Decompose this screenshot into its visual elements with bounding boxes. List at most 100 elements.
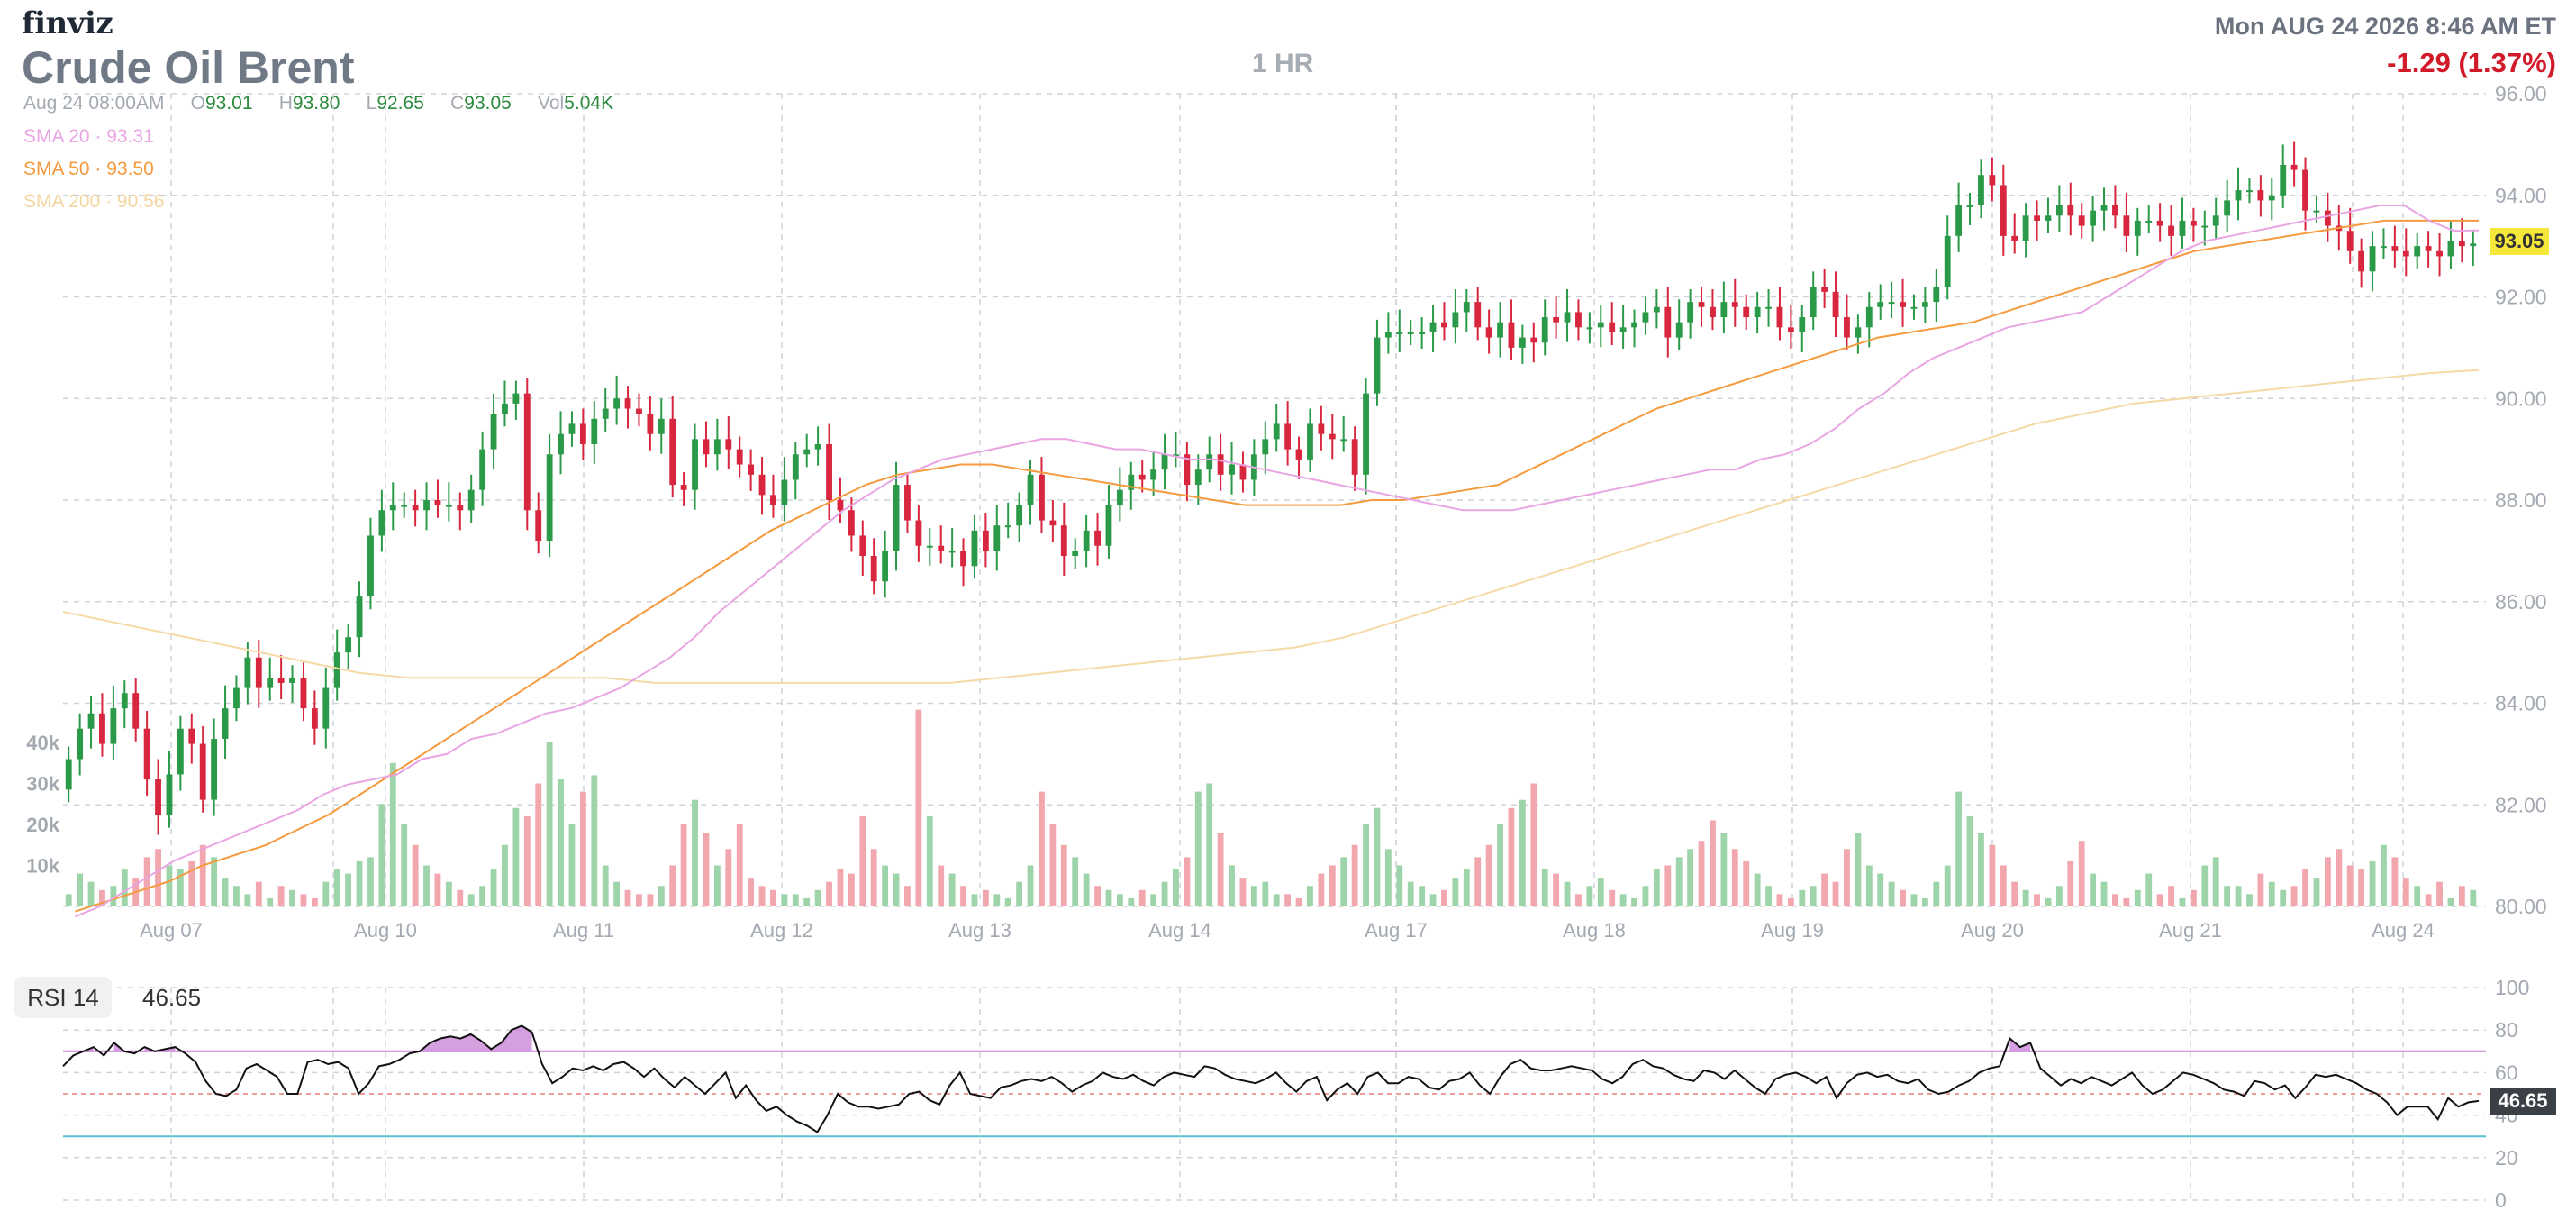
candle-body (2022, 215, 2029, 241)
volume-bar (244, 894, 251, 906)
candle-body (1743, 306, 1750, 318)
candle-body (680, 485, 687, 490)
candle-body (2134, 220, 2141, 236)
candle-body (2090, 210, 2097, 226)
volume-bar (613, 881, 621, 906)
volume-bar (748, 878, 755, 906)
candle-body (960, 551, 966, 567)
candle-body (188, 728, 195, 744)
volume-bar (457, 889, 464, 906)
volume-bar (2235, 886, 2242, 906)
volume-bar (893, 873, 900, 906)
volume-bar (1004, 897, 1011, 906)
volume-bar (725, 849, 732, 906)
candle-body (2369, 246, 2376, 272)
volume-bar (1452, 878, 1459, 906)
volume-bar (624, 889, 631, 906)
candle-body (692, 439, 698, 490)
candle-body (1553, 317, 1560, 323)
candle-body (143, 728, 150, 780)
candle-body (1966, 205, 1973, 208)
candle-body (636, 408, 642, 414)
price-change: -1.29 (1.37%) (2387, 47, 2556, 78)
candle-body (166, 774, 173, 815)
candle-body (1284, 423, 1292, 450)
volume-bar (1597, 878, 1604, 906)
sma20-legend[interactable]: SMA 20 · 93.31 (23, 126, 154, 148)
volume-bar (2168, 886, 2174, 906)
candle-body (2436, 250, 2443, 257)
sma50-legend[interactable]: SMA 50 · 93.50 (23, 159, 154, 180)
volume-bar (2391, 857, 2399, 906)
candle-body (1105, 505, 1112, 546)
volume-bar (2436, 881, 2443, 906)
candle-body (1396, 332, 1403, 334)
candle-body (378, 510, 385, 536)
candle-body (971, 530, 978, 567)
time-tick-label: Aug 12 (750, 919, 813, 942)
time-tick-label: Aug 17 (1365, 919, 1428, 942)
volume-bar (837, 869, 844, 906)
volume-bar (322, 881, 330, 906)
candle-body (1419, 332, 1426, 334)
volume-bar (1419, 886, 1426, 906)
volume-bar (445, 881, 452, 906)
candle-body (512, 393, 520, 404)
candle-body (1609, 322, 1616, 332)
candle-body (1173, 454, 1179, 457)
candle-body (222, 708, 229, 739)
candle-body (2313, 210, 2320, 213)
candle-body (1675, 322, 1683, 338)
candle-body (1474, 302, 1482, 328)
candle-body (1374, 337, 1381, 394)
candle-body (1229, 464, 1235, 475)
candle-body (1900, 302, 1906, 307)
candle-body (647, 414, 654, 434)
volume-bar (199, 844, 206, 906)
candle-body (1664, 306, 1672, 338)
candle-body (1687, 302, 1694, 323)
candle-body (132, 693, 140, 729)
price-tick-label: 86.00 (2495, 590, 2547, 614)
candle-body (423, 500, 430, 511)
candle-body (938, 545, 945, 551)
volume-bar (1754, 873, 1761, 906)
candle-body (904, 485, 911, 521)
volume-bar (814, 889, 821, 906)
volume-bar (1318, 873, 1325, 906)
candle-body (211, 738, 218, 800)
volume-bar (1351, 844, 1358, 906)
candle-body (1027, 474, 1034, 505)
timeframe-label[interactable]: 1 HR (1252, 49, 1314, 78)
candle-body (1340, 439, 1347, 442)
volume-bar (1429, 894, 1437, 906)
volume-bar (1698, 841, 1705, 906)
candle-body (121, 693, 128, 709)
finviz-logo[interactable]: finviz (22, 5, 113, 41)
candle-body (658, 418, 665, 434)
volume-bar (2381, 844, 2387, 906)
candle-body (1787, 327, 1794, 332)
sma200-value: 90.56 (116, 191, 165, 212)
candle-body (1206, 454, 1213, 470)
volume-bar (2034, 894, 2040, 906)
candle-body (311, 708, 318, 729)
volume-bar (1396, 865, 1403, 906)
candle-body (770, 495, 776, 505)
volume-bar (579, 791, 586, 906)
candle-body (1363, 393, 1369, 475)
volume-bar (143, 857, 150, 906)
candle-body (1441, 322, 1447, 328)
volume-bar (1978, 833, 1984, 906)
price-tick-label: 80.00 (2495, 895, 2547, 918)
volume-bar (423, 865, 430, 906)
volume-bar (826, 881, 832, 906)
candle-body (1989, 175, 1996, 186)
candle-body (558, 433, 564, 455)
rsi-indicator-label[interactable]: RSI 14 (14, 977, 112, 1018)
volume-bar (1407, 881, 1414, 906)
volume-bar (1553, 873, 1560, 906)
candle-body (1575, 312, 1582, 328)
sma200-legend[interactable]: SMA 200 · 90.56 (23, 191, 164, 213)
